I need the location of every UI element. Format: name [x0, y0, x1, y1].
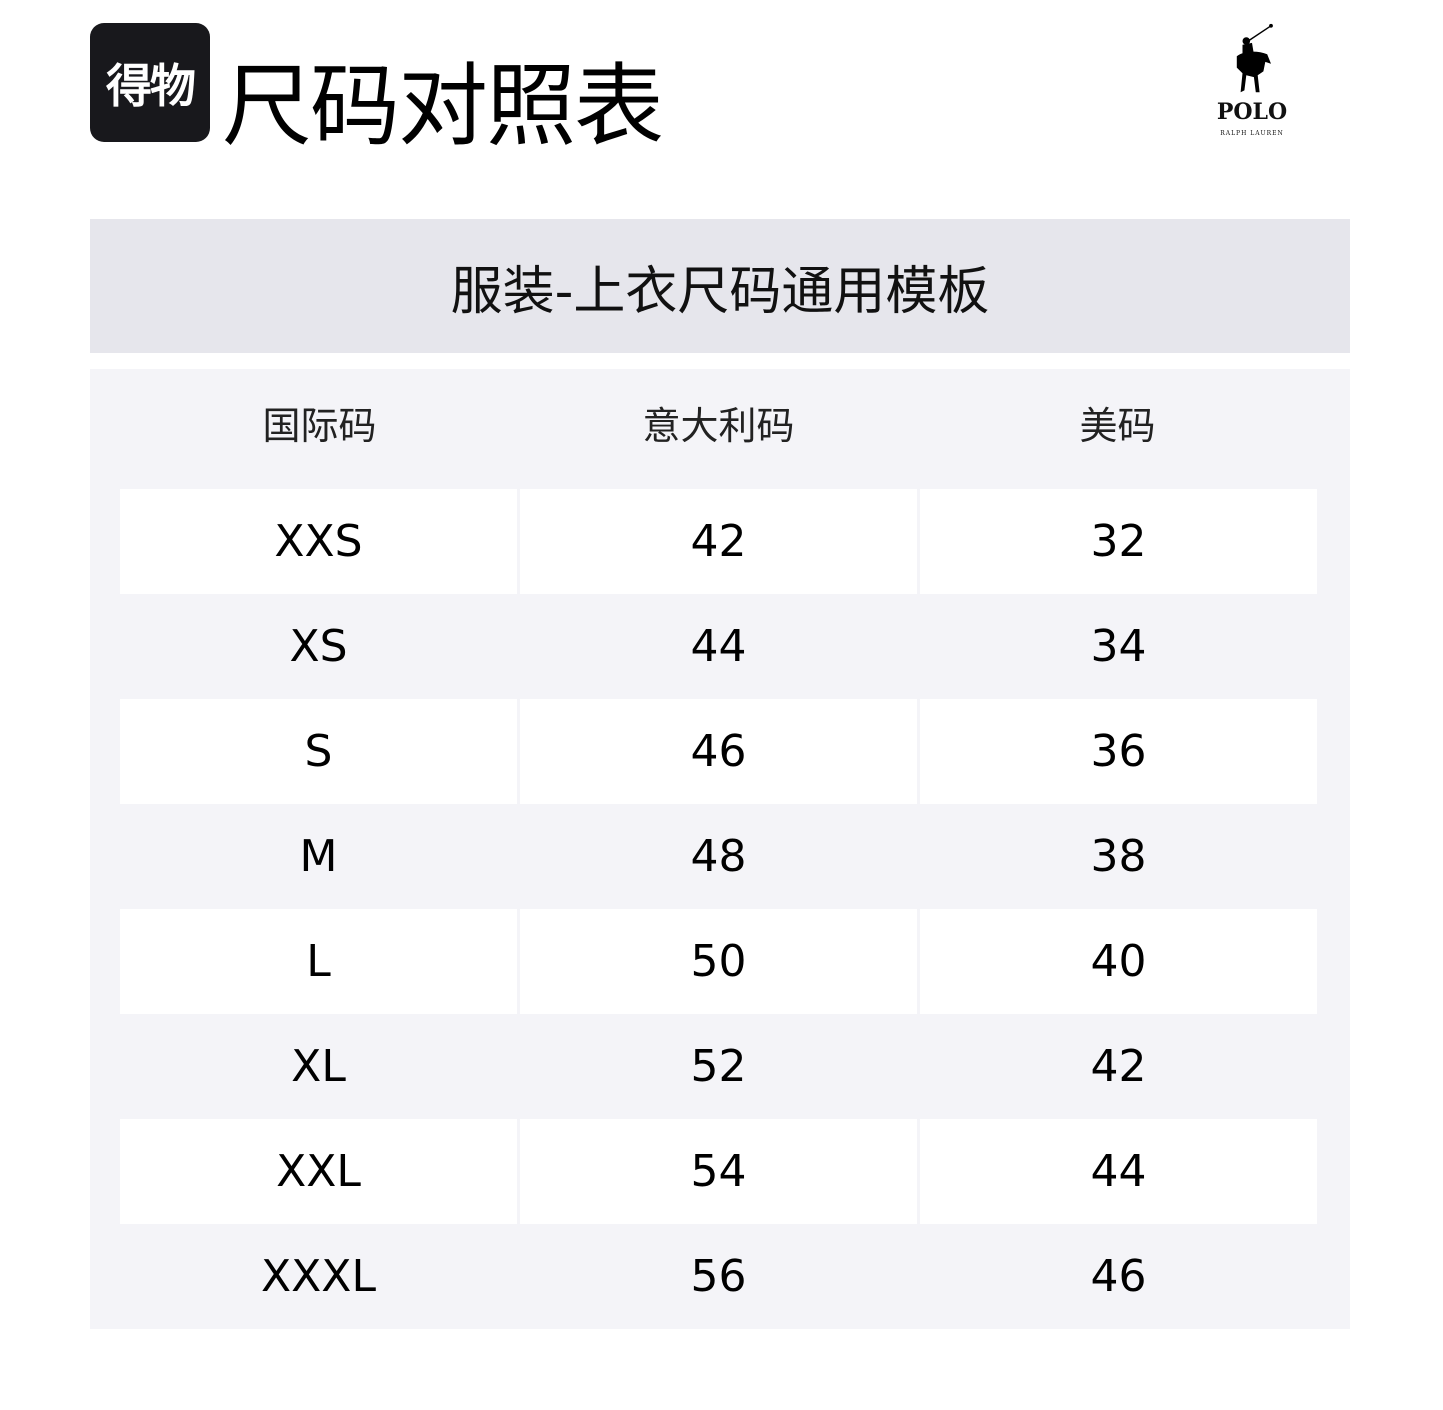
table-row: L 50 40	[120, 909, 1317, 1014]
polo-sub: RALPH LAUREN	[1220, 130, 1284, 137]
table-cell: XXXL	[261, 1251, 376, 1302]
table-cell: XL	[291, 1041, 346, 1092]
table-cell: 46	[1090, 1251, 1147, 1302]
table-cell: 32	[920, 489, 1317, 594]
table-cell: 44	[690, 621, 747, 672]
table-header: 国际码 意大利码 美码	[120, 369, 1317, 489]
table-cell: 48	[690, 831, 747, 882]
column-header-italy: 意大利码	[642, 404, 795, 448]
table-row: XS 44 34	[120, 594, 1317, 699]
table-cell: 42	[520, 489, 917, 594]
polo-player-icon	[1236, 23, 1273, 93]
table-cell: 38	[1090, 831, 1147, 882]
table-cell: XS	[289, 621, 348, 672]
table-cell: 52	[690, 1041, 747, 1092]
table-row: XXS 42 32	[120, 489, 1317, 594]
table-row: S 46 36	[120, 699, 1317, 804]
page-title: 尺码对照表	[222, 54, 664, 159]
table-cell: 54	[520, 1119, 917, 1224]
table-cell: 46	[520, 699, 917, 804]
table-cell: 50	[520, 909, 917, 1014]
table-row: XXXL 56 46	[120, 1224, 1317, 1329]
table-row: XXL 54 44	[120, 1119, 1317, 1224]
polo-word: POLO	[1216, 99, 1288, 125]
polo-ralph-lauren-logo: POLO RALPH LAUREN	[1206, 22, 1298, 138]
table-row: XL 52 42	[120, 1014, 1317, 1119]
table-cell: S	[120, 699, 517, 804]
template-banner: 服装-上衣尺码通用模板	[90, 219, 1350, 353]
table-cell: L	[120, 909, 517, 1014]
table-cell: XXS	[120, 489, 517, 594]
table-cell: 34	[1090, 621, 1147, 672]
dewu-logo: 得物	[90, 23, 210, 142]
table-cell: XXL	[120, 1119, 517, 1224]
table-row: M 48 38	[120, 804, 1317, 909]
table-cell: 40	[920, 909, 1317, 1014]
size-table: 国际码 意大利码 美码 XXS 42 32 XS 44 34 S 46 36 M 48 38 L 50 40…	[90, 369, 1350, 1329]
table-cell: M	[299, 831, 338, 882]
table-cell: 36	[920, 699, 1317, 804]
column-header-intl: 国际码	[262, 404, 377, 448]
table-cell: 42	[1090, 1041, 1147, 1092]
table-cell: 56	[690, 1251, 747, 1302]
column-header-us: 美码	[1079, 404, 1156, 448]
table-cell: 44	[920, 1119, 1317, 1224]
